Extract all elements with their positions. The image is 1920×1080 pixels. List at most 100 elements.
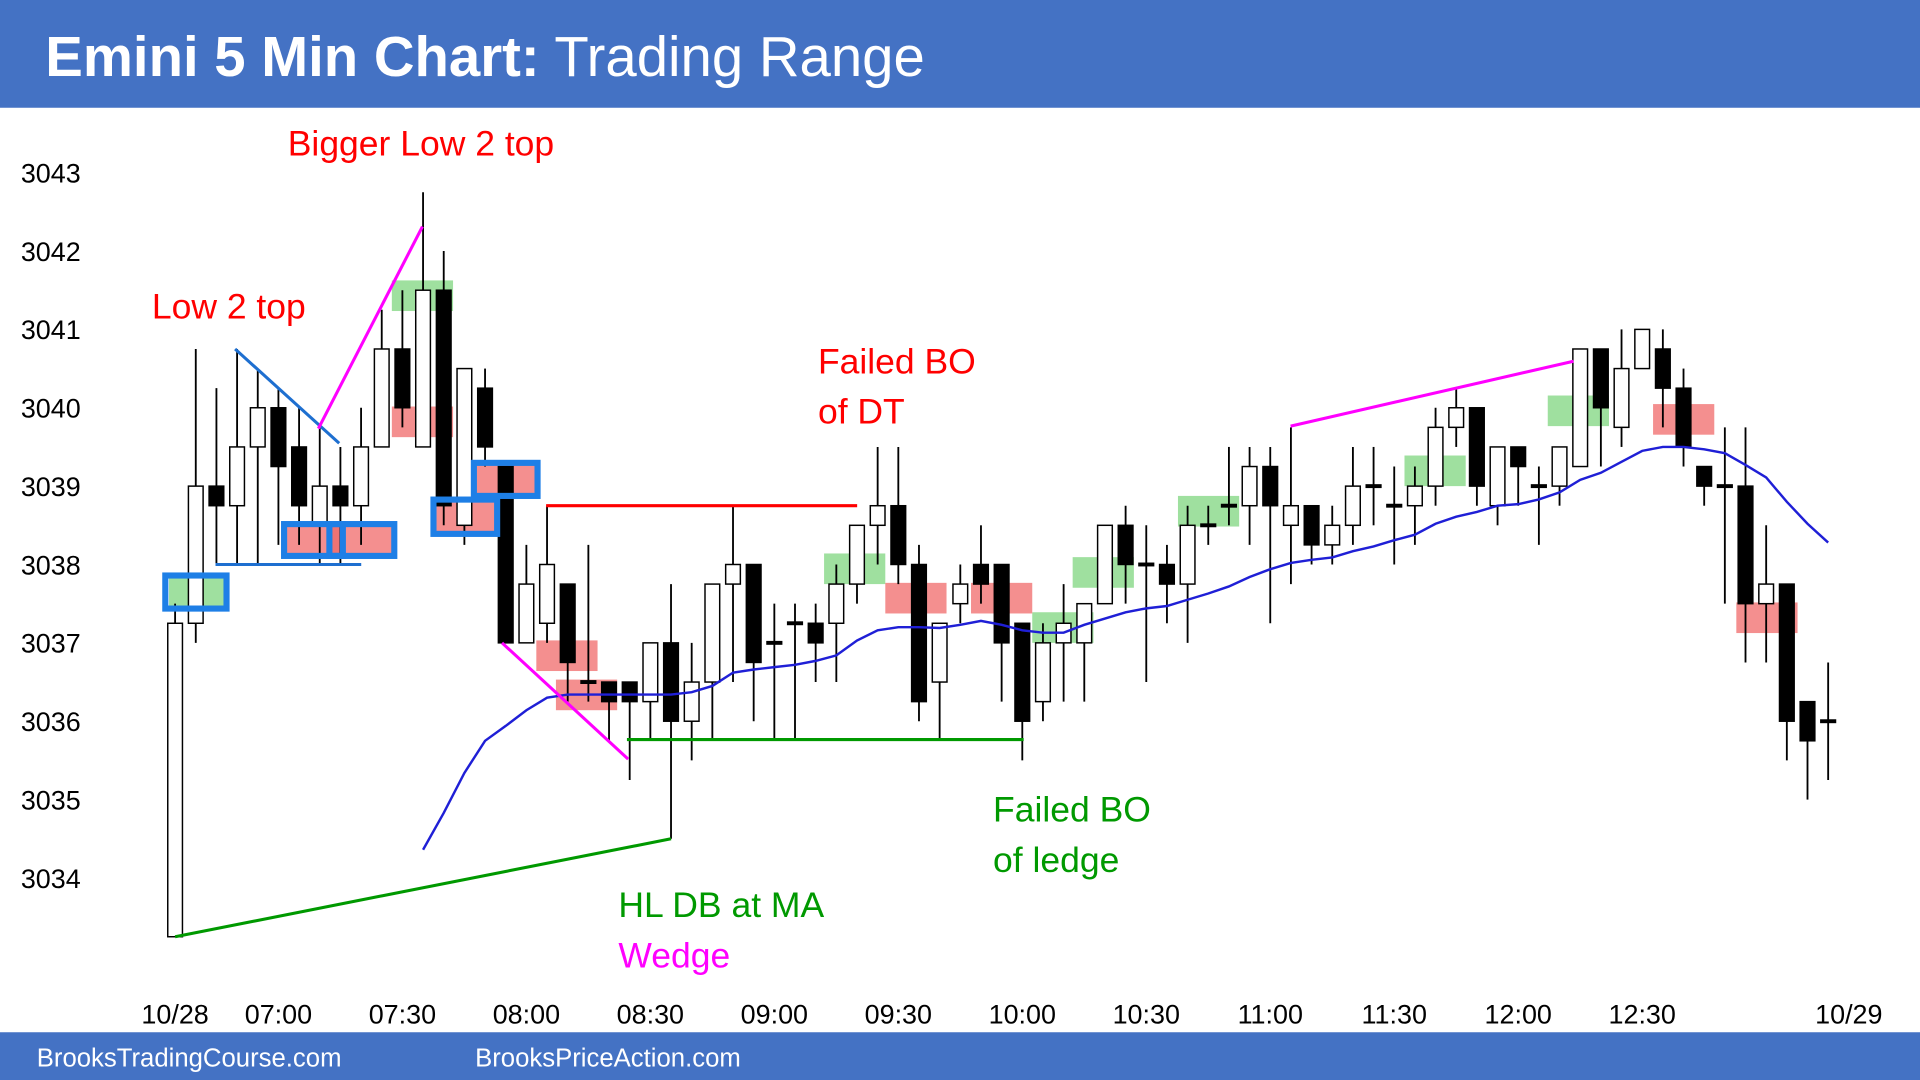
candle-body (786, 621, 804, 626)
candle-body (1758, 583, 1775, 605)
candle-body (621, 681, 638, 703)
candle-body (890, 504, 907, 566)
candle-body (1572, 348, 1589, 468)
chart-title: Emini 5 Min Chart: Trading Range (45, 25, 924, 88)
candle-body (869, 504, 886, 527)
x-tick-label: 10/28 (141, 1000, 208, 1030)
candle-body (1158, 563, 1176, 585)
candle-body (1220, 503, 1238, 508)
x-tick-label: 10/29 (1815, 1000, 1882, 1030)
subtitle: Trading Range (554, 25, 924, 88)
header-band (0, 0, 1920, 108)
x-tick-label: 07:30 (369, 1000, 436, 1030)
candle-body (414, 289, 432, 448)
candle-body (291, 446, 308, 507)
candle-body (972, 563, 990, 585)
title-bold: Emini 5 Min Chart: (45, 25, 539, 88)
candle-body (580, 680, 597, 684)
candles (167, 192, 1837, 938)
candle-body (683, 681, 700, 722)
candle-body (662, 642, 680, 722)
trend-lines (174, 225, 1574, 939)
candle-body (704, 583, 721, 683)
candle-body (1510, 446, 1527, 468)
candle-body (993, 563, 1010, 644)
candle-body (1200, 523, 1217, 528)
candle-body (1489, 446, 1506, 507)
y-tick-label: 3041 (21, 315, 81, 345)
candle-body (910, 563, 928, 703)
candle-body (1654, 348, 1671, 389)
candle-body (1675, 387, 1692, 448)
candle-body (1303, 504, 1320, 546)
candle-body (1799, 700, 1816, 742)
candle-body (538, 563, 556, 624)
candle-body (559, 583, 576, 664)
trend-line (1290, 359, 1574, 428)
candle-body (394, 348, 411, 409)
candle-body (1179, 524, 1196, 585)
candle-body (456, 367, 473, 527)
entry-outline (326, 521, 398, 559)
candle-body (497, 465, 514, 644)
candle-body (1551, 446, 1568, 487)
candle-body (373, 348, 390, 448)
entry-outline (162, 572, 230, 612)
entry-outline (430, 496, 501, 537)
outlines (162, 459, 541, 612)
candle-body (1014, 622, 1031, 722)
candle-body (1365, 484, 1382, 489)
candle-body (1530, 484, 1547, 489)
candle-body (1737, 485, 1754, 605)
trend-line (317, 225, 424, 430)
x-tick-label: 12:00 (1485, 1000, 1552, 1030)
x-tick-label: 12:30 (1609, 1000, 1676, 1030)
candle-body (848, 524, 866, 585)
candle-body (952, 583, 969, 605)
annotation: Failed BO (818, 341, 976, 381)
x-tick-label: 08:30 (617, 1000, 684, 1030)
candle-body (311, 485, 328, 527)
footer-left: BrooksTradingCourse.com (37, 1045, 342, 1073)
x-tick-label: 10:30 (1113, 1000, 1180, 1030)
moving-average (421, 445, 1829, 851)
candle-body (1344, 485, 1361, 527)
y-tick-label: 3043 (21, 158, 81, 188)
candle-body (249, 407, 266, 448)
candle-body (270, 407, 287, 468)
annotation: of ledge (993, 840, 1119, 880)
trend-line (174, 837, 672, 939)
footer-right: BrooksPriceAction.com (475, 1045, 741, 1073)
y-tick-label: 3035 (21, 785, 81, 815)
annotation: HL DB at MA (618, 885, 824, 925)
candle-body (807, 622, 824, 644)
annotation: Wedge (618, 935, 730, 975)
candle-body (1138, 562, 1155, 567)
x-tick-label: 10:00 (989, 1000, 1056, 1030)
candle-body (518, 583, 535, 644)
candle-body (1117, 524, 1134, 566)
candle-body (1820, 719, 1837, 724)
candle-body (1241, 465, 1258, 507)
candle-body (167, 622, 184, 938)
candle-body (931, 622, 948, 683)
candle-body (828, 583, 845, 624)
entry-outline (470, 459, 541, 499)
candle-body (208, 485, 225, 507)
candle-body (724, 563, 742, 585)
y-tick-label: 3036 (21, 707, 81, 737)
x-tick-label: 09:00 (741, 1000, 808, 1030)
entry-outline (281, 521, 346, 559)
annotation: Failed BO (993, 790, 1151, 830)
candle-body (1034, 642, 1052, 703)
candle-body (1634, 328, 1651, 370)
x-tick-label: 11:00 (1238, 1000, 1303, 1030)
x-tick-label: 08:00 (493, 1000, 560, 1030)
y-tick-label: 3034 (21, 864, 81, 894)
candle-body (229, 446, 246, 507)
x-tick-label: 09:30 (865, 1000, 932, 1030)
candle-body (1096, 524, 1114, 605)
candle-body (745, 563, 762, 664)
